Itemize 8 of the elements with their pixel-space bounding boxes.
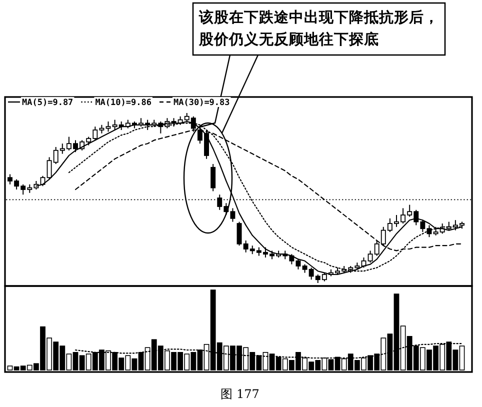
text: 该股在下跌途中出现下降抵抗形后， — [198, 8, 439, 26]
caption: 图 177 — [220, 387, 260, 401]
legend-label: MA(30)=9.83 — [173, 98, 230, 108]
candlestick — [296, 258, 301, 270]
legend-label: MA(10)=9.86 — [95, 98, 152, 108]
text: 股价仍义无反顾地往下探底 — [198, 30, 379, 48]
candlestick — [210, 164, 216, 192]
legend-label: MA(5)=9.87 — [22, 98, 74, 108]
